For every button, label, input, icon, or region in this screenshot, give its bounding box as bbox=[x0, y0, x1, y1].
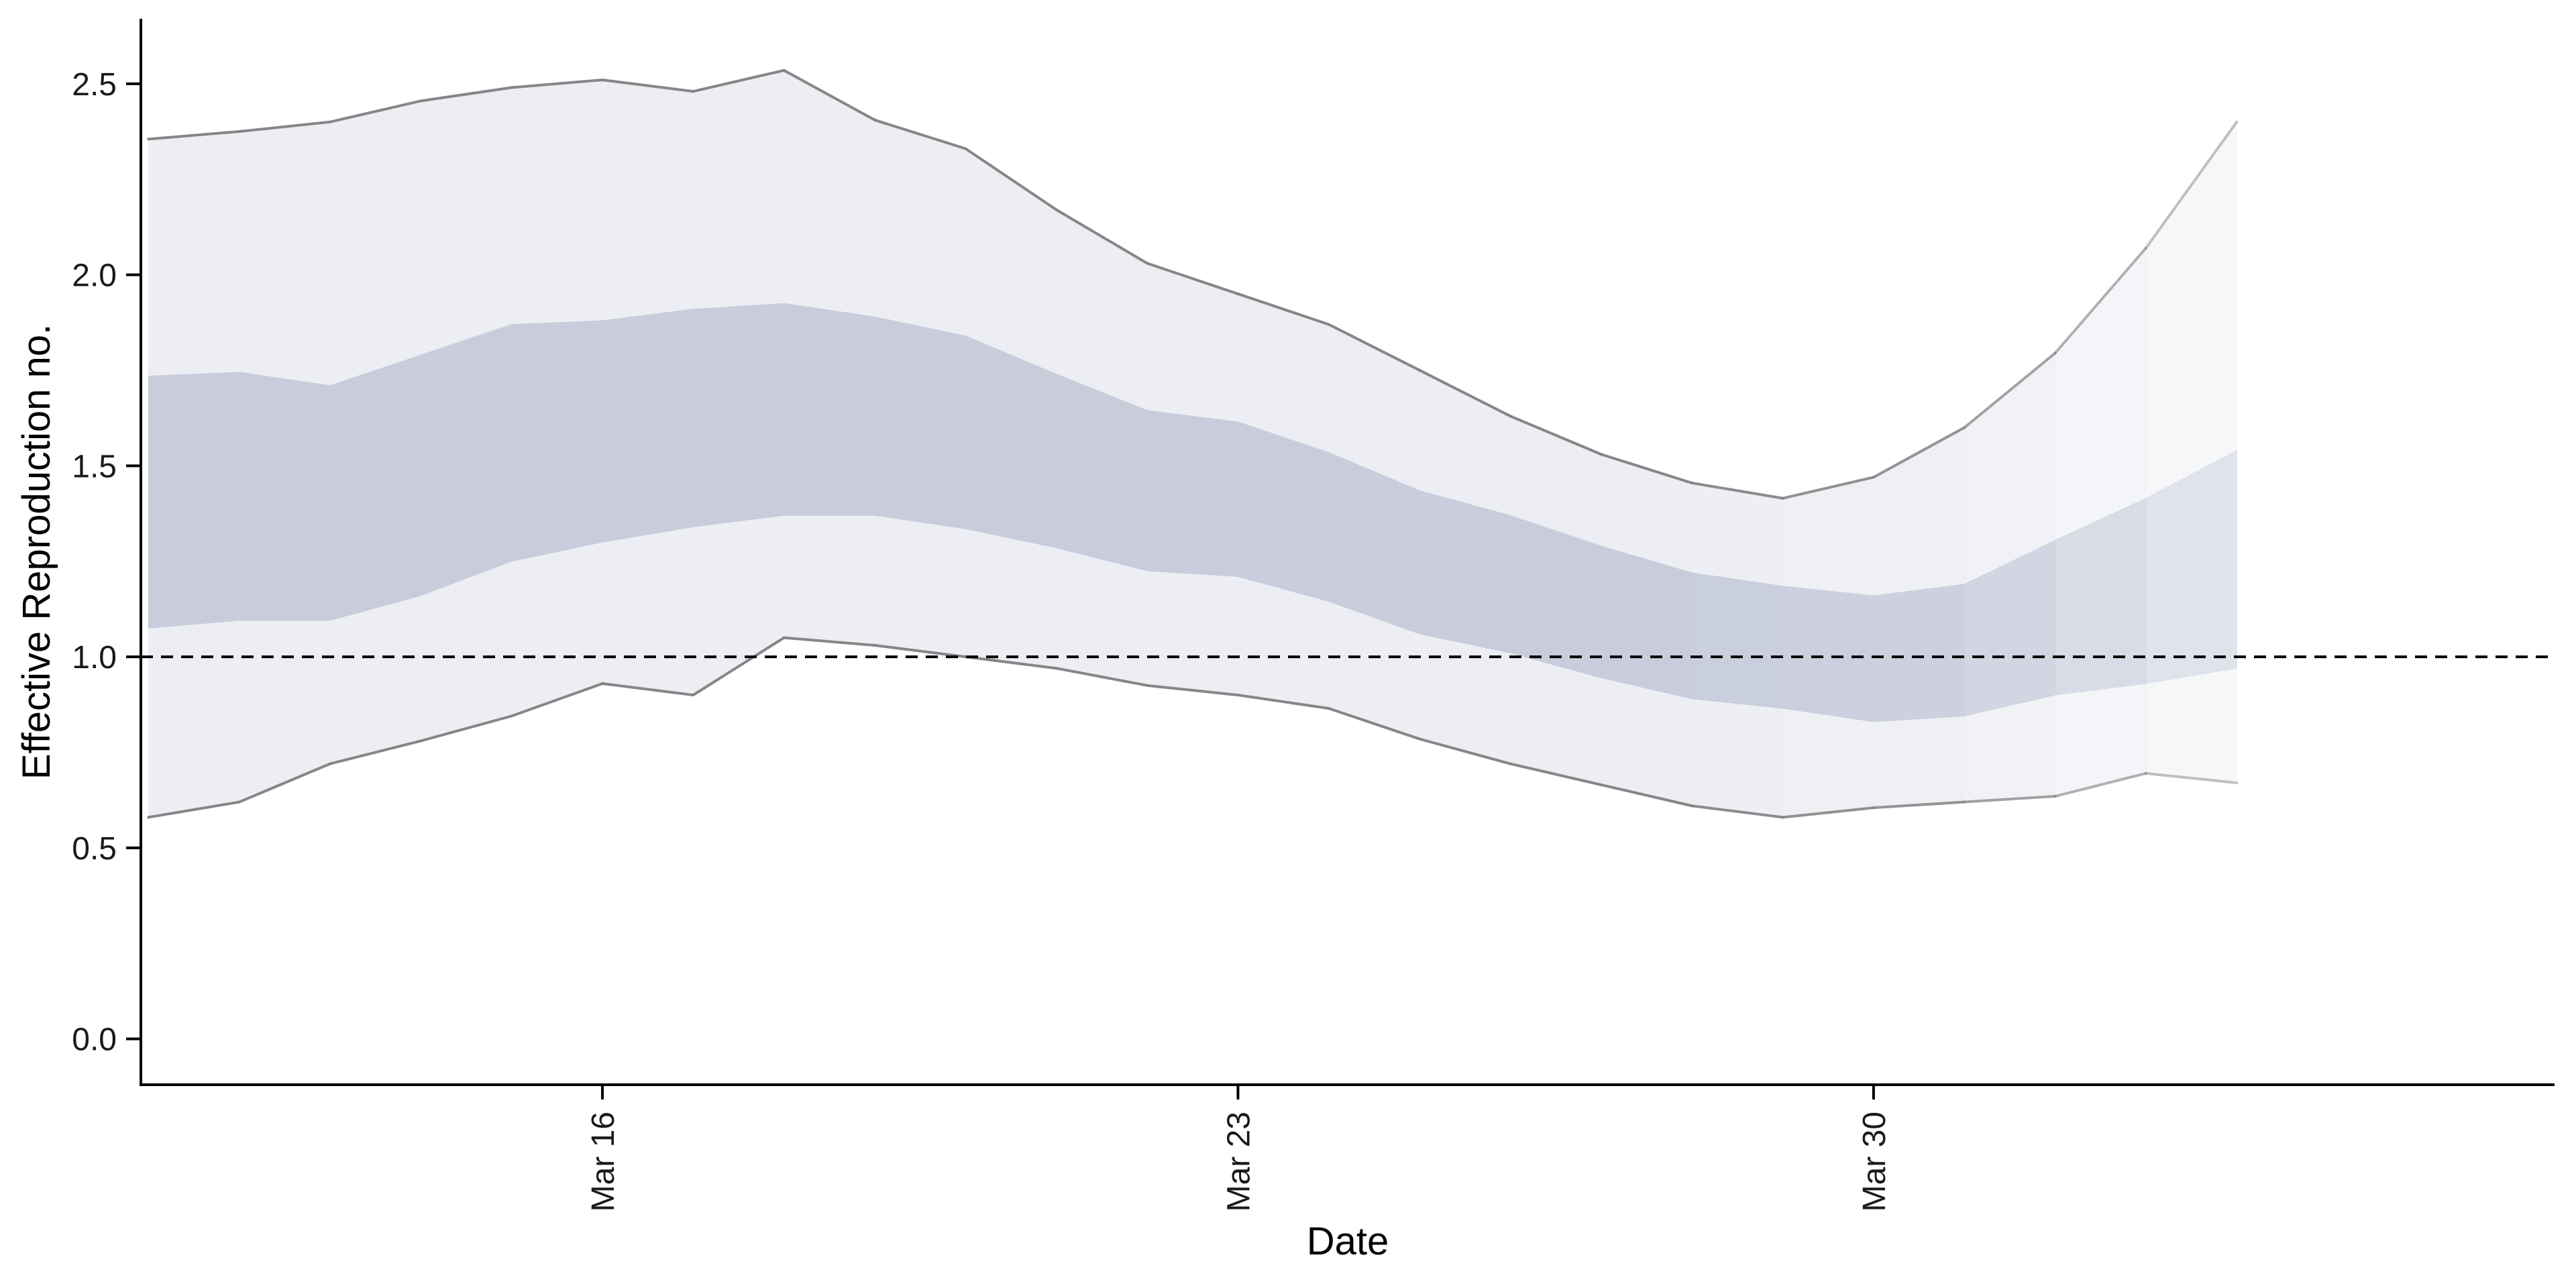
lower-bound-line-segment bbox=[1236, 694, 1330, 710]
lower-bound-line-segment bbox=[1599, 783, 1694, 808]
x-axis-title: Date bbox=[1307, 1220, 1389, 1263]
inner-band-segment bbox=[784, 303, 875, 516]
x-tick-label: Mar 16 bbox=[586, 1112, 621, 1212]
upper-bound-line-segment bbox=[1418, 368, 1512, 418]
upper-bound-line-segment bbox=[2144, 120, 2239, 250]
upper-bound-line-segment bbox=[873, 118, 967, 150]
lower-bound-line-segment bbox=[692, 636, 786, 697]
x-axis-ticks: Mar 16 Mar 23 Mar 30 bbox=[586, 1085, 1892, 1212]
inner-band-segment bbox=[1782, 586, 1874, 722]
lower-bound-line-segment bbox=[2053, 771, 2147, 798]
inner-band-segment bbox=[602, 309, 694, 543]
upper-bound-line-segment bbox=[2053, 246, 2147, 355]
inner-band-segment bbox=[2055, 498, 2147, 696]
lower-bound-line-segment bbox=[1418, 737, 1512, 765]
inner-band-segment bbox=[692, 303, 785, 527]
upper-bound-line-segment bbox=[1781, 476, 1875, 500]
upper-bound-line-segment bbox=[601, 78, 695, 93]
x-tick-label: Mar 30 bbox=[1857, 1112, 1892, 1212]
upper-bound-line-segment bbox=[1963, 352, 2057, 429]
inner-band-segment bbox=[1691, 572, 1783, 709]
upper-bound-line-segment bbox=[1690, 481, 1784, 500]
inner-band-segment bbox=[2145, 449, 2237, 684]
upper-bound-line-segment bbox=[419, 86, 513, 103]
lower-bound-line-segment bbox=[2144, 771, 2239, 785]
credible-interval-bands bbox=[148, 70, 2237, 818]
inner-band-segment bbox=[1419, 490, 1511, 653]
lower-bound-line-segment bbox=[419, 714, 513, 743]
lower-bound-line-segment bbox=[1781, 806, 1875, 819]
lower-bound-line-segment bbox=[1963, 795, 2057, 804]
lower-bound-line-segment bbox=[964, 655, 1058, 670]
lower-bound-line-segment bbox=[601, 682, 695, 697]
axes: 0.0 0.5 1.0 1.5 2.0 2.5 Mar 16 Mar 23 Mar 30 bbox=[72, 19, 2555, 1212]
upper-bound-line-segment bbox=[1146, 262, 1240, 296]
upper-bound-line-segment bbox=[1236, 292, 1330, 326]
inner-band-segment bbox=[1146, 410, 1238, 577]
upper-bound-line-segment bbox=[510, 78, 604, 89]
y-tick-label: 1.0 bbox=[72, 640, 117, 676]
y-tick-label: 1.5 bbox=[72, 449, 117, 484]
upper-bound-line-segment bbox=[1055, 208, 1149, 265]
y-tick-label: 2.5 bbox=[72, 67, 117, 103]
upper-bound-line-segment bbox=[237, 120, 331, 133]
inner-band-segment bbox=[874, 316, 966, 529]
lower-bound-line-segment bbox=[1055, 667, 1149, 687]
upper-bound-line-segment bbox=[147, 130, 241, 141]
lower-bound-line-segment bbox=[1509, 762, 1603, 786]
inner-band-segment bbox=[511, 320, 603, 562]
inner-band-segment bbox=[148, 372, 240, 629]
y-axis-title: Effective Reproduction no. bbox=[15, 324, 58, 780]
x-tick-label: Mar 23 bbox=[1221, 1112, 1256, 1212]
lower-bound-line-segment bbox=[237, 762, 331, 804]
inner-band-segment bbox=[1601, 545, 1693, 700]
lower-bound-line-segment bbox=[1872, 800, 1966, 810]
lower-bound-line-segment bbox=[1327, 707, 1421, 741]
inner-band-segment bbox=[1238, 421, 1330, 602]
lower-bound-line-segment bbox=[147, 800, 241, 819]
lower-bound-line-segment bbox=[328, 739, 423, 765]
outer-band-segment bbox=[2145, 121, 2237, 784]
inner-band-segment bbox=[420, 324, 513, 596]
inner-band-segment bbox=[329, 354, 421, 621]
upper-bound-line-segment bbox=[1872, 426, 1966, 479]
inner-band-segment bbox=[1873, 584, 1965, 722]
lower-bound-line-segment bbox=[1690, 804, 1784, 819]
upper-bound-line-segment bbox=[1509, 415, 1603, 456]
y-tick-label: 0.0 bbox=[72, 1022, 117, 1058]
upper-bound-line-segment bbox=[964, 147, 1058, 211]
lower-bound-line-segment bbox=[873, 644, 967, 659]
upper-bound-line-segment bbox=[782, 68, 877, 121]
lower-bound-line-segment bbox=[782, 636, 877, 647]
upper-bound-line-segment bbox=[1327, 323, 1421, 372]
lower-bound-line-segment bbox=[510, 682, 604, 718]
y-tick-label: 2.0 bbox=[72, 258, 117, 294]
upper-bound-line-segment bbox=[692, 68, 786, 93]
y-axis-ticks: 0.0 0.5 1.0 1.5 2.0 2.5 bbox=[72, 67, 141, 1058]
upper-bound-line-segment bbox=[328, 99, 423, 123]
lower-bound-line-segment bbox=[1146, 684, 1240, 697]
inner-band-segment bbox=[239, 372, 331, 621]
y-tick-label: 0.5 bbox=[72, 831, 117, 867]
interval-bound-lines bbox=[147, 68, 2239, 819]
upper-bound-line-segment bbox=[1599, 453, 1694, 484]
